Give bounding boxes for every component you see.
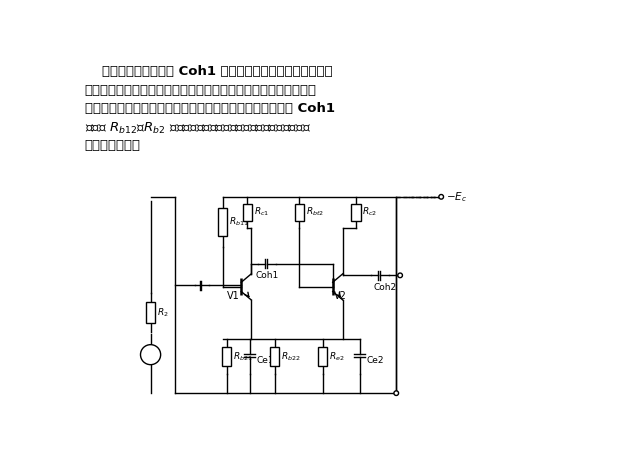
Text: $R_{b22}$: $R_{b22}$ — [281, 350, 300, 363]
Text: 容耦合放大器。: 容耦合放大器。 — [85, 139, 141, 152]
Bar — [295, 203, 304, 221]
Text: 称为耦合电容。在此种电路中，第一级和第二级是通过电容 Coh1: 称为耦合电容。在此种电路中，第一级和第二级是通过电容 Coh1 — [85, 102, 335, 115]
Text: 和电阻 $R_{b12}$、$R_{b2}$ 等组成的耦合电路而联系，因此，电路被称为阻: 和电阻 $R_{b12}$、$R_{b2}$ 等组成的耦合电路而联系，因此，电路… — [85, 120, 311, 136]
Text: $R_{b11}$: $R_{b11}$ — [229, 216, 249, 228]
Text: $R_{c2}$: $R_{c2}$ — [362, 206, 377, 218]
Bar — [146, 302, 155, 323]
Text: $R_2$: $R_2$ — [157, 306, 168, 318]
Text: $-E_c$: $-E_c$ — [446, 190, 467, 204]
Text: V1: V1 — [227, 291, 240, 301]
Text: $R_{e2}$: $R_{e2}$ — [329, 350, 344, 363]
Circle shape — [439, 194, 443, 199]
Circle shape — [394, 391, 399, 395]
Bar — [222, 347, 231, 366]
Text: 量隔离，而将第一级放大的交流信号送到下一级放大器，所以，它: 量隔离，而将第一级放大的交流信号送到下一级放大器，所以，它 — [85, 84, 317, 96]
Bar — [243, 203, 252, 221]
Circle shape — [398, 273, 403, 278]
Text: Coh1: Coh1 — [256, 271, 279, 280]
Text: V2: V2 — [334, 291, 347, 301]
Text: 两级放大器通过电容 Coh1 联系起来，它将第一级的直流分: 两级放大器通过电容 Coh1 联系起来，它将第一级的直流分 — [102, 65, 332, 78]
Circle shape — [141, 345, 161, 365]
Bar — [318, 347, 327, 366]
Text: Ce2: Ce2 — [367, 356, 384, 365]
Text: $R_{c1}$: $R_{c1}$ — [254, 206, 269, 218]
Text: $R_{bt2}$: $R_{bt2}$ — [306, 206, 323, 218]
Text: Ce1: Ce1 — [257, 356, 274, 365]
Text: Coh2: Coh2 — [373, 283, 396, 292]
Text: $R_{b21}$: $R_{b21}$ — [233, 350, 252, 363]
Bar — [218, 208, 227, 236]
Bar — [351, 203, 360, 221]
Bar — [270, 347, 279, 366]
